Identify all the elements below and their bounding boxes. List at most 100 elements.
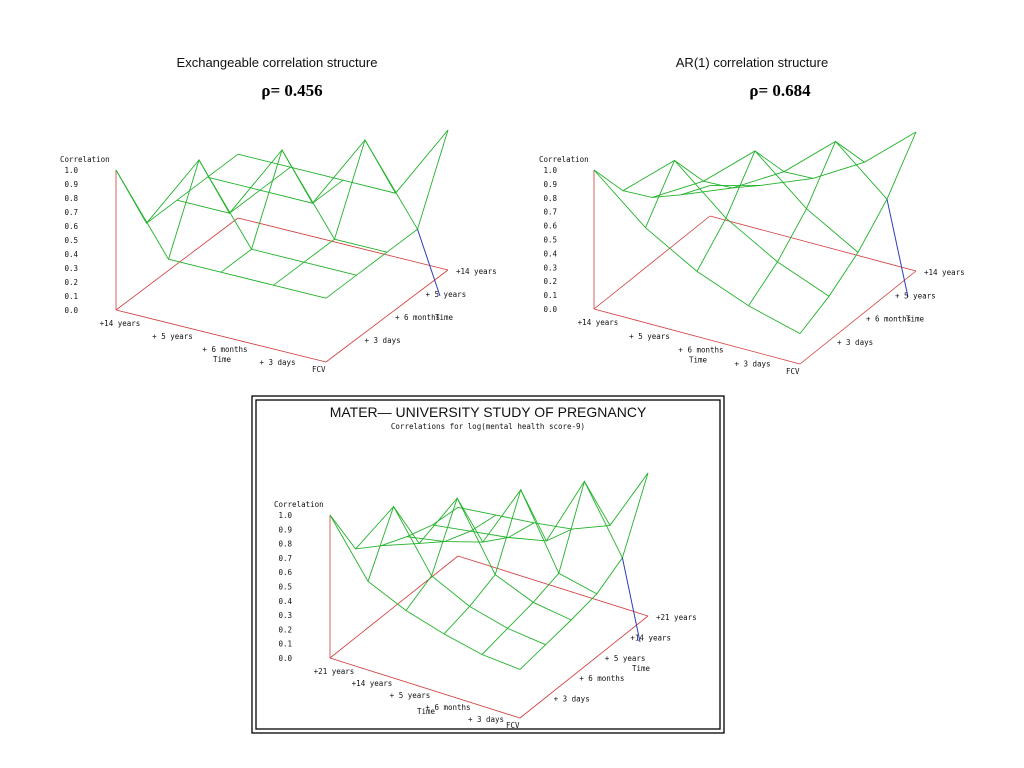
mesh-row (329, 507, 459, 550)
mesh-col (237, 129, 449, 194)
right-axis-tick-label: +14 years (924, 268, 965, 277)
z-tick-label: 0.4 (64, 250, 78, 259)
z-tick-label: 0.0 (278, 654, 292, 663)
right-axis-tick-label: + 3 days (554, 695, 590, 704)
mesh-row (443, 488, 573, 635)
left-floor-axis (329, 657, 521, 719)
z-tick-label: 0.6 (278, 568, 292, 577)
back-floor-axis (593, 215, 711, 310)
right-axis-tick-label: + 6 months (395, 313, 440, 322)
right-floor-axis (325, 269, 449, 363)
left-axis-name: Time (689, 356, 708, 365)
z-tick-label: 0.1 (543, 291, 557, 300)
right-axis-name: Time (435, 313, 454, 322)
outer-frame (251, 395, 725, 734)
left-floor-axis (593, 308, 801, 365)
z-tick-label: 0.5 (543, 236, 557, 245)
z-tick-label: 1.0 (278, 511, 292, 520)
inner-frame (255, 399, 721, 730)
z-tick-label: 0.7 (64, 208, 78, 217)
left-axis-tick-label: + 6 months (202, 345, 247, 354)
z-tick-label: 0.2 (278, 625, 292, 634)
z-tick-label: 0.9 (278, 525, 292, 534)
diagonal-marker (621, 557, 641, 643)
diagonal-marker (886, 199, 909, 298)
right-axis-tick-label: + 5 years (895, 291, 936, 300)
left-floor-axis (115, 309, 327, 363)
chart-title: AR(1) correlation structure (676, 55, 828, 70)
z-tick-label: 0.9 (543, 180, 557, 189)
back-floor-axis (329, 555, 459, 659)
z-tick-label: 0.8 (278, 540, 292, 549)
mesh-col (115, 169, 327, 299)
corner-label: FCV (506, 721, 520, 730)
z-tick-label: 0.6 (543, 222, 557, 231)
back-right-axis (709, 215, 917, 272)
mesh-col (709, 131, 917, 187)
right-axis-tick-label: + 6 months (866, 315, 911, 324)
diagonal-marker (417, 229, 441, 297)
mesh-col (176, 149, 388, 253)
mesh-col (622, 159, 830, 297)
mesh-row (519, 472, 649, 670)
z-tick-label: 0.3 (64, 264, 78, 273)
mesh-col (432, 480, 623, 559)
z-tick-label: 0.4 (543, 249, 557, 258)
chart-ar1: AR(1) correlation structure ρ= 0.684 Cor… (539, 55, 965, 376)
mesh-row (273, 138, 396, 286)
mesh-row (405, 497, 535, 611)
mesh-col (329, 514, 521, 670)
right-axis-tick-label: + 5 years (605, 654, 646, 663)
back-floor-axis (115, 217, 239, 311)
z-tick-label: 0.8 (543, 194, 557, 203)
z-tick-label: 0.2 (543, 277, 557, 286)
mesh-row (220, 148, 344, 273)
mesh-col (355, 505, 546, 646)
z-tick-label: 0.3 (278, 611, 292, 620)
left-axis-tick-label: +21 years (314, 667, 355, 676)
z-tick-label: 0.1 (64, 292, 78, 301)
right-floor-axis (799, 270, 917, 365)
right-axis-tick-label: + 5 years (426, 290, 467, 299)
mesh-col (651, 150, 859, 253)
z-tick-label: 0.1 (278, 640, 292, 649)
left-axis-tick-label: + 5 years (390, 691, 431, 700)
left-axis-tick-label: +14 years (578, 318, 619, 327)
left-axis-tick-label: + 6 months (425, 703, 470, 712)
z-tick-label: 0.3 (543, 263, 557, 272)
corner-label: FCV (312, 365, 326, 374)
chart-mater: MATER— UNIVERSITY STUDY OF PREGNANCY Cor… (251, 395, 725, 734)
z-tick-label: 0.7 (278, 554, 292, 563)
chart-subtitle: Correlations for log(mental health score… (391, 422, 585, 431)
left-axis-tick-label: + 3 days (468, 715, 504, 724)
right-axis-tick-label: +14 years (456, 267, 497, 276)
chart-exchangeable: Exchangeable correlation structure ρ= 0.… (60, 55, 497, 374)
z-tick-label: 0.2 (64, 278, 78, 287)
rho-annotation: ρ= 0.456 (261, 81, 322, 100)
left-axis-tick-label: + 5 years (152, 332, 193, 341)
mesh-col (381, 497, 572, 621)
left-axis-tick-label: + 6 months (678, 346, 723, 355)
z-tick-label: 1.0 (64, 166, 78, 175)
left-axis-tick-label: +14 years (100, 319, 141, 328)
z-tick-label: 0.6 (64, 222, 78, 231)
z-tick-label: 0.8 (64, 194, 78, 203)
z-tick-label: 0.0 (64, 306, 78, 315)
chart-title: Exchangeable correlation structure (177, 55, 378, 70)
back-right-axis (457, 555, 649, 617)
z-tick-label: 0.0 (543, 305, 557, 314)
rho-annotation: ρ= 0.684 (749, 81, 811, 100)
back-right-axis (237, 217, 449, 271)
corner-label: FCV (786, 367, 800, 376)
mesh-col (146, 159, 357, 276)
right-axis-name: Time (906, 315, 925, 324)
z-tick-label: 0.5 (64, 236, 78, 245)
z-axis-label: Correlation (274, 500, 324, 509)
z-tick-label: 0.4 (278, 597, 292, 606)
right-axis-tick-label: +14 years (630, 633, 671, 642)
left-axis-tick-label: + 5 years (629, 332, 670, 341)
chart-title: MATER— UNIVERSITY STUDY OF PREGNANCY (330, 404, 647, 420)
z-tick-label: 0.5 (278, 583, 292, 592)
mesh-row (115, 153, 239, 224)
